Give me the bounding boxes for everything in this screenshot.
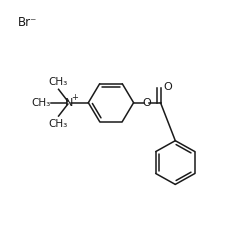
Text: O: O [163,82,172,92]
Text: Br⁻: Br⁻ [18,16,37,29]
Text: CH₃: CH₃ [48,119,68,129]
Text: CH₃: CH₃ [31,98,50,108]
Text: O: O [142,98,151,108]
Text: N: N [65,98,74,108]
Text: +: + [71,93,78,102]
Text: CH₃: CH₃ [48,77,68,87]
